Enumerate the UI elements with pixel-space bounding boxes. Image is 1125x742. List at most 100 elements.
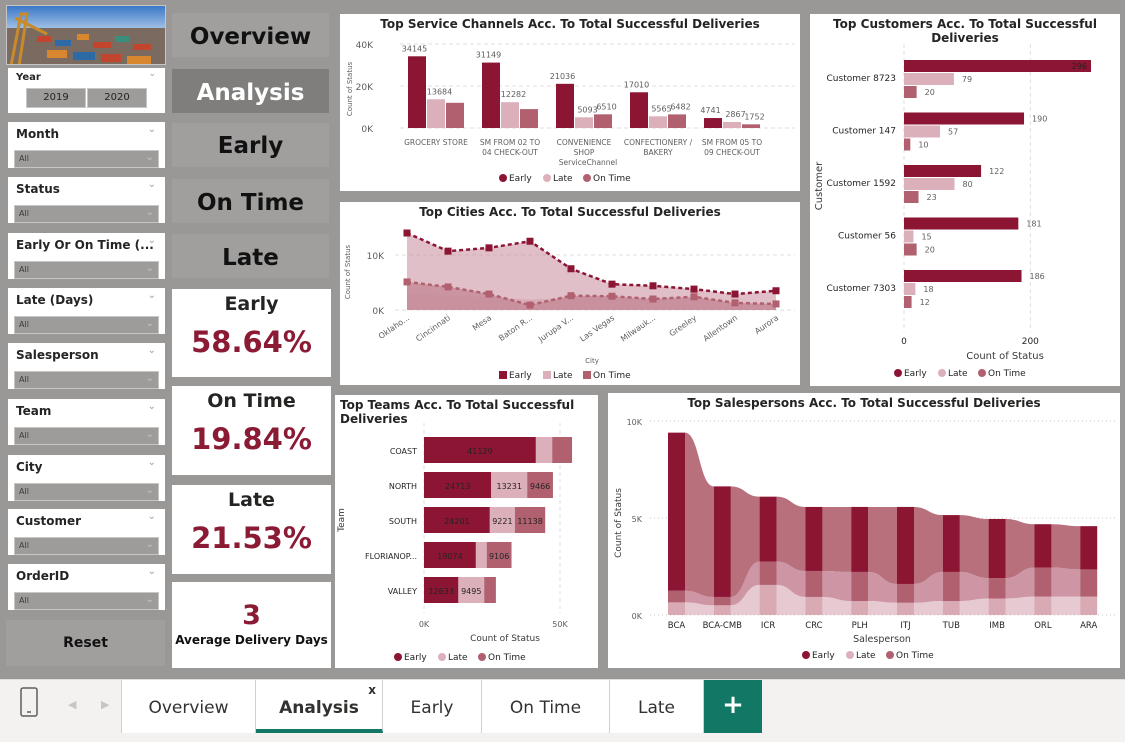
slicer-label: Month	[16, 127, 60, 141]
point-early	[526, 237, 534, 245]
point-on-time	[485, 290, 493, 298]
x-tick-label: SM FROM 05 TO	[702, 138, 762, 147]
y-tick-label: 5K	[632, 515, 643, 524]
slicer-dropdown[interactable]: All ⌄	[14, 537, 159, 555]
chevron-down-icon: ⌄	[145, 594, 154, 605]
legend-label: Late	[553, 174, 573, 184]
bar-segment-on-time	[527, 472, 553, 498]
bar-segment-on-time	[552, 437, 573, 463]
data-label: 34145	[402, 44, 427, 53]
slicer-label: Status	[16, 182, 60, 196]
x-tick-label: 04 CHECK-OUT	[482, 148, 538, 157]
slicer-dropdown[interactable]: All ⌄	[14, 261, 159, 279]
tab-overview[interactable]: Overview	[121, 680, 256, 733]
tab-late[interactable]: Late	[610, 680, 704, 733]
data-label: 12633	[428, 587, 453, 596]
bar-segment-late	[458, 577, 485, 603]
chevron-down-icon[interactable]: ⌄	[148, 69, 156, 79]
close-tab-icon[interactable]: x	[368, 683, 376, 697]
bar-early	[904, 217, 1019, 230]
reset-button[interactable]: Reset	[6, 620, 165, 666]
bar-early	[904, 165, 982, 177]
add-page-button[interactable]: +	[704, 680, 762, 733]
nav-early-button[interactable]: Early	[172, 123, 329, 167]
column-segment-early	[713, 486, 731, 597]
prev-page-icon[interactable]: ◀	[68, 698, 77, 711]
chevron-down-icon: ⌄	[145, 263, 154, 274]
ribbon-late	[776, 584, 806, 615]
tab-analysis[interactable]: Analysis x	[256, 680, 383, 733]
mobile-layout-icon[interactable]	[20, 687, 40, 719]
ribbon-on-time	[776, 561, 806, 597]
legend-label: On Time	[896, 651, 934, 661]
bar-early	[704, 118, 722, 128]
point-on-time	[403, 278, 411, 286]
y-axis-label: Count of Status	[346, 62, 354, 117]
ribbon-on-time	[868, 571, 897, 603]
data-label: 6482	[670, 102, 690, 111]
x-tick-label: IMB	[989, 621, 1005, 631]
bar-segment-early	[424, 577, 459, 603]
slicer-value: All	[19, 541, 29, 550]
bar-segment-on-time	[484, 577, 496, 603]
bar-on-time	[742, 124, 760, 128]
chevron-down-icon[interactable]: ⌄	[147, 345, 156, 356]
legend-label: Early	[509, 371, 532, 381]
chevron-down-icon[interactable]: ⌄	[147, 457, 156, 468]
chevron-down-icon[interactable]: ⌄	[147, 566, 156, 577]
chevron-down-icon[interactable]: ⌄	[147, 179, 156, 190]
slicer-late-days: Late (Days) ⌄ All ⌄	[8, 288, 165, 334]
slicer-month: Month ⌄ All ⌄	[8, 122, 165, 168]
column-segment-early	[851, 506, 869, 572]
data-label: 5565	[651, 104, 671, 113]
area-late	[407, 293, 776, 310]
bar-late	[904, 73, 954, 85]
column-segment-on-time	[805, 570, 823, 597]
column-segment-early	[1034, 524, 1052, 568]
y-tick-label: Customer 7303	[827, 284, 896, 294]
year-2019-button[interactable]: 2019	[26, 88, 86, 108]
slicer-value: All	[19, 596, 29, 605]
slicer-dropdown[interactable]: All ⌄	[14, 150, 159, 168]
nav-on-time-button[interactable]: On Time	[172, 179, 329, 223]
hero-image-port	[6, 5, 166, 65]
slicer-dropdown[interactable]: All ⌄	[14, 371, 159, 389]
next-page-icon[interactable]: ▶	[101, 698, 110, 711]
slicer-dropdown[interactable]: All ⌄	[14, 592, 159, 610]
slicer-dropdown[interactable]: All ⌄	[14, 427, 159, 445]
tab-early[interactable]: Early	[383, 680, 482, 733]
ribbon-early	[1051, 524, 1081, 570]
y-axis-label: Count of Status	[344, 245, 352, 300]
slicer-dropdown[interactable]: All ⌄	[14, 483, 159, 501]
ribbon-late	[685, 602, 714, 615]
nav-analysis-button[interactable]: Analysis	[172, 69, 329, 113]
bar-late	[904, 178, 955, 190]
legend-label: On Time	[488, 653, 526, 663]
slicer-dropdown[interactable]: All ⌄	[14, 205, 159, 223]
nav-overview-button[interactable]: Overview	[172, 13, 329, 57]
point-on-time	[731, 299, 739, 307]
avg-delivery-label: Average Delivery Days	[175, 633, 328, 647]
chevron-down-icon[interactable]: ⌄	[147, 235, 156, 246]
data-label: 5093	[577, 105, 597, 114]
nav-late-button[interactable]: Late	[172, 234, 329, 278]
slicer-dropdown[interactable]: All ⌄	[14, 316, 159, 334]
year-slicer: Year ⌄ 2019 2020	[8, 68, 165, 113]
ribbon-on-time	[1051, 567, 1081, 597]
year-2020-button[interactable]: 2020	[87, 88, 147, 108]
tab-on-time[interactable]: On Time	[482, 680, 610, 733]
year-slicer-label: Year	[16, 72, 41, 83]
chevron-down-icon: ⌄	[145, 207, 154, 218]
data-label: 18	[923, 285, 933, 294]
x-tick-label: 50K	[552, 620, 568, 629]
chevron-down-icon: ⌄	[145, 485, 154, 496]
y-tick-label: 10K	[367, 252, 385, 262]
chevron-down-icon[interactable]: ⌄	[147, 401, 156, 412]
chevron-down-icon[interactable]: ⌄	[147, 290, 156, 301]
y-tick-label: VALLEY	[388, 587, 417, 596]
data-label: 24713	[445, 482, 470, 491]
chevron-down-icon[interactable]: ⌄	[147, 124, 156, 135]
kpi-late-card: Late 21.53%	[172, 485, 331, 574]
bar-on-time	[446, 102, 464, 128]
chevron-down-icon[interactable]: ⌄	[147, 511, 156, 522]
